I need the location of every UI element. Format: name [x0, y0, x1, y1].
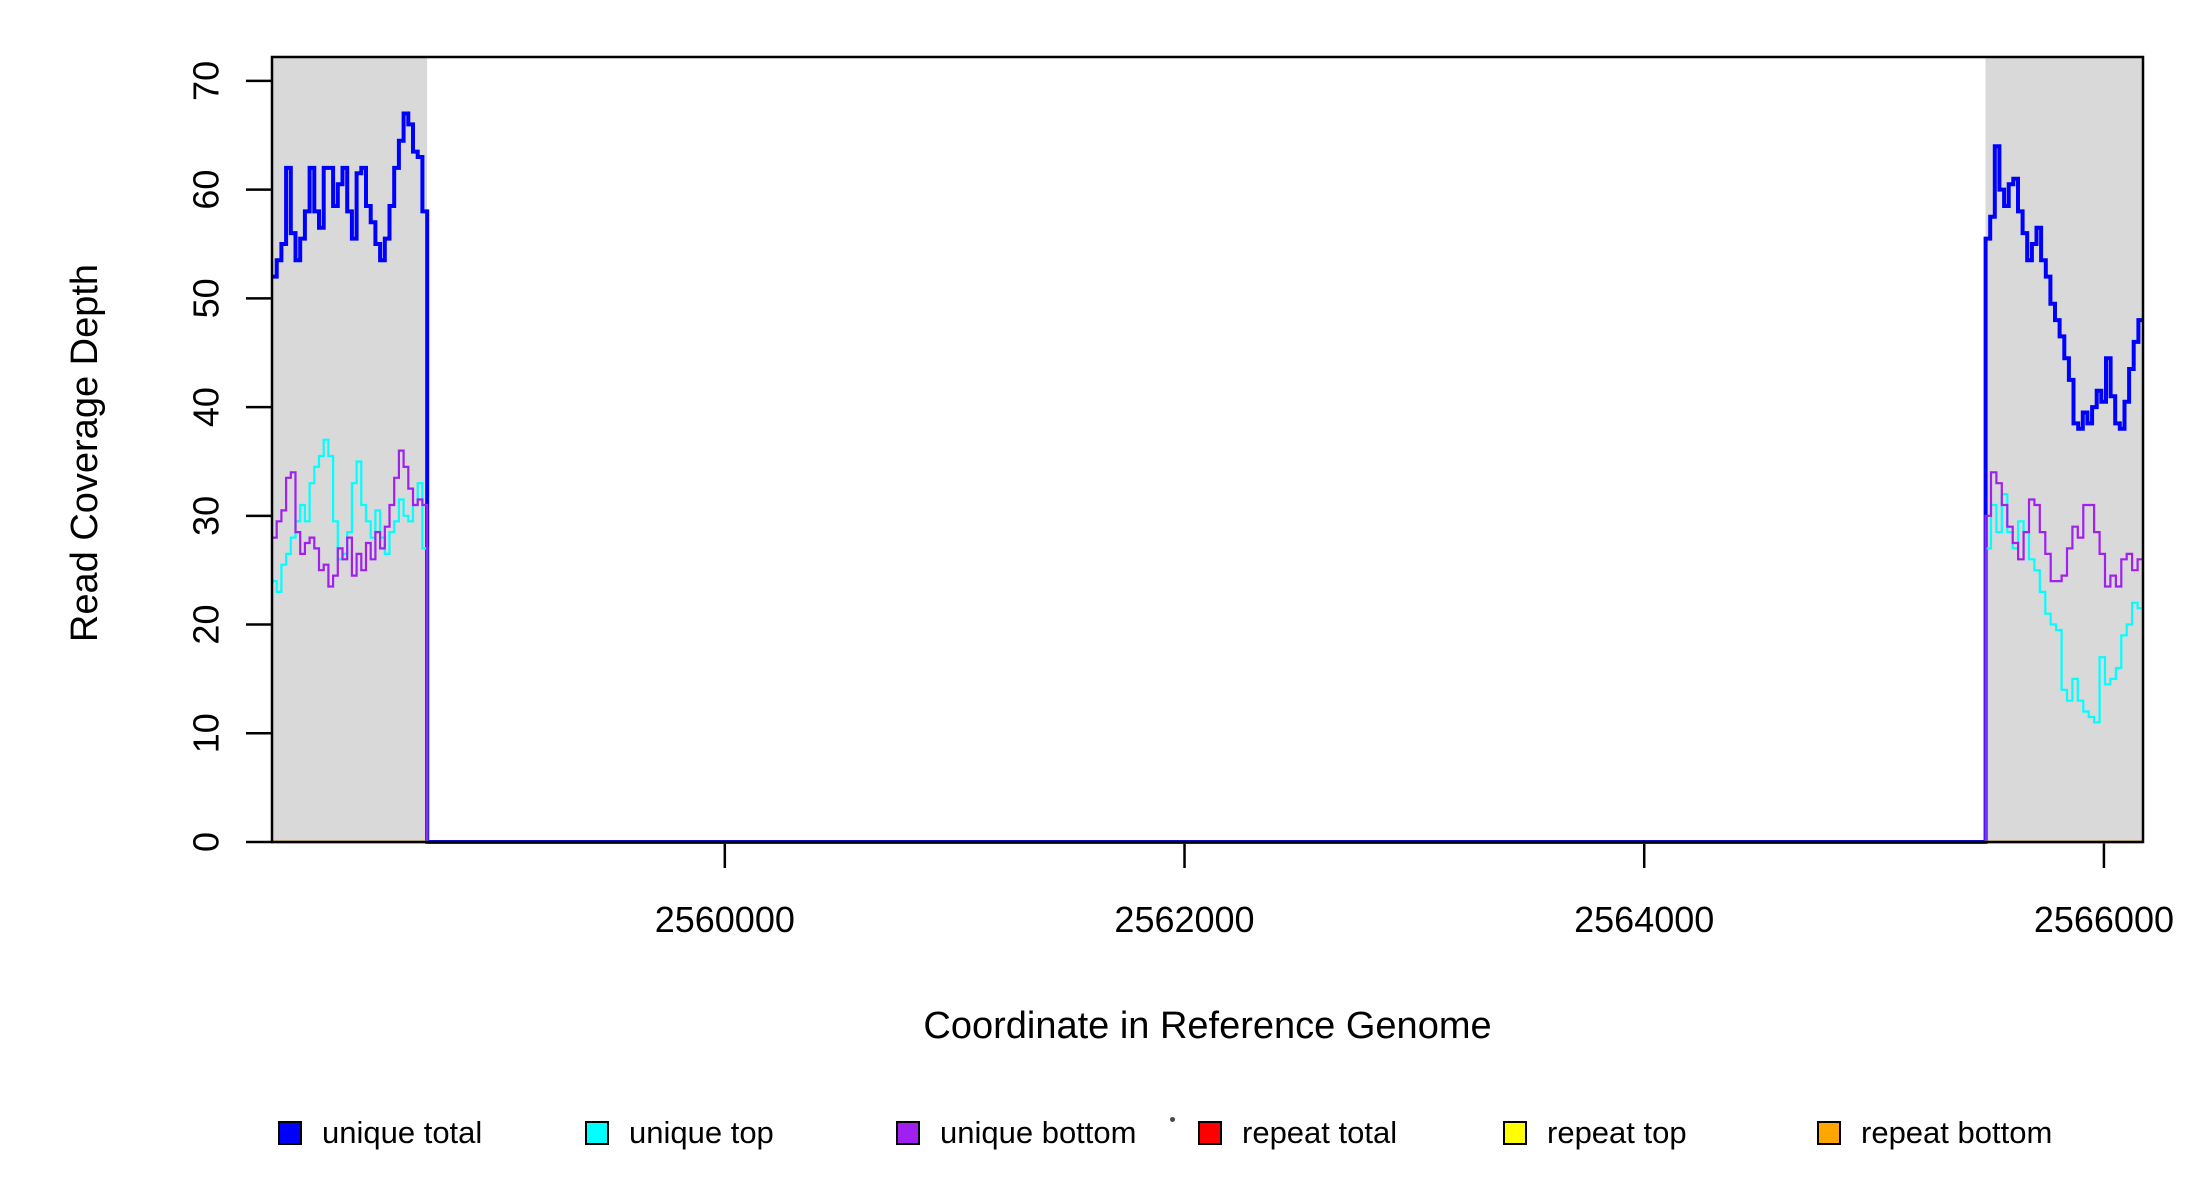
plot-border [270, 55, 2145, 844]
y-tick-label: 60 [186, 170, 227, 210]
stray-dot [1170, 1117, 1175, 1122]
y-tick-label: 20 [186, 605, 227, 645]
series-unique-total [272, 111, 2143, 844]
y-tick-label: 50 [186, 278, 227, 318]
x-tick-label: 2562000 [1114, 899, 1254, 940]
y-tick-label: 0 [186, 832, 227, 852]
x-tick-label: 2560000 [655, 899, 795, 940]
series-unique-top [272, 438, 2143, 844]
x-tick-label: 2564000 [1574, 899, 1714, 940]
right-repeat-flank-shading [1985, 57, 2143, 842]
y-axis-title: Read Coverage Depth [64, 263, 106, 643]
y-tick-label: 30 [186, 496, 227, 536]
x-axis-title: Coordinate in Reference Genome [923, 1005, 1492, 1047]
y-tick-label: 70 [186, 61, 227, 101]
x-tick-label: 2566000 [2034, 899, 2174, 940]
series-unique-bottom [272, 449, 2143, 844]
y-tick-label: 40 [186, 387, 227, 427]
y-tick-label: 10 [186, 713, 227, 753]
